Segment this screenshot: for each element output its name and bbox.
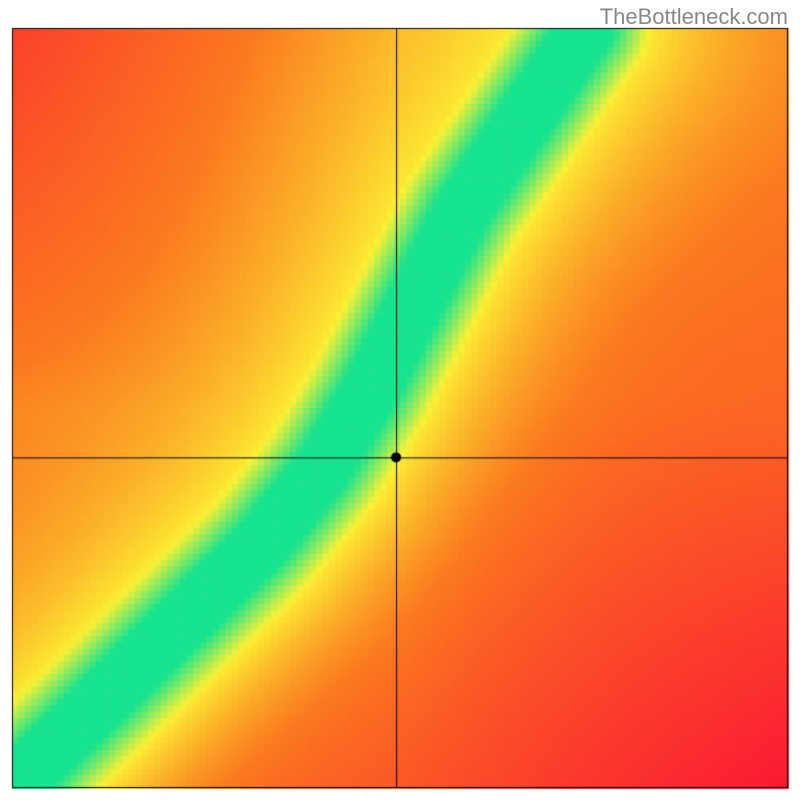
bottleneck-heatmap	[0, 0, 800, 800]
chart-container: TheBottleneck.com	[0, 0, 800, 800]
watermark-text: TheBottleneck.com	[600, 4, 788, 30]
